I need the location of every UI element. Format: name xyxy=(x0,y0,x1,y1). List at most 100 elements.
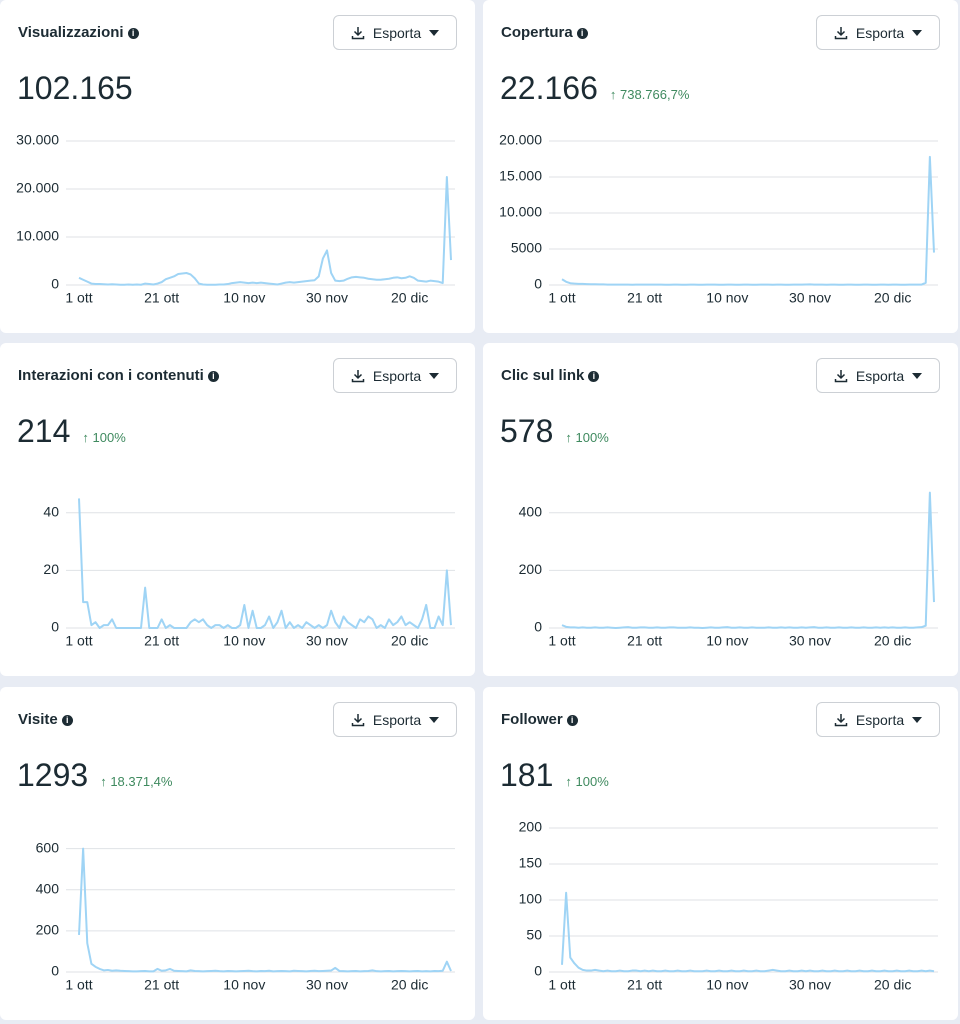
y-tick-label: 200 xyxy=(36,922,60,938)
change: ↑ 18.371,4% xyxy=(100,774,172,789)
change-arrow: ↑ xyxy=(609,87,620,102)
export-button[interactable]: Esporta xyxy=(816,358,940,393)
total-value: 214 xyxy=(17,413,71,449)
change: ↑ 100% xyxy=(565,774,608,789)
x-tick-label: 20 dic xyxy=(874,977,911,993)
y-tick-label: 10.000 xyxy=(499,204,542,220)
card-title: Clic sul link i xyxy=(501,367,600,384)
series-line xyxy=(78,847,452,973)
line-chart: 0 200 400 600 1 ott 21 ott 10 nov 30 nov 20 dic xyxy=(36,839,455,993)
x-tick-label: 20 dic xyxy=(874,290,911,306)
export-button[interactable]: Esporta xyxy=(333,358,457,393)
y-tick-label: 200 xyxy=(519,819,543,835)
x-tick-label: 30 nov xyxy=(306,977,348,993)
title-text: Visite xyxy=(18,711,58,728)
export-button[interactable]: Esporta xyxy=(333,15,457,50)
download-icon xyxy=(834,713,848,726)
x-tick-label: 10 nov xyxy=(706,977,748,993)
change-text: 738.766,7% xyxy=(620,87,690,102)
title-text: Clic sul link xyxy=(501,367,585,384)
x-tick-label: 21 ott xyxy=(144,977,179,993)
line-chart: 0 10.000 20.000 30.000 1 ott 21 ott 10 nov 30 n… xyxy=(16,132,455,306)
x-tick-label: 20 dic xyxy=(874,633,911,649)
card-title: Follower i xyxy=(501,711,578,728)
change: ↑ 100% xyxy=(565,430,608,445)
y-tick-label: 400 xyxy=(519,504,543,520)
series-line xyxy=(561,491,935,629)
caret-icon xyxy=(912,29,923,36)
card-title: Visite i xyxy=(18,711,73,728)
card-title: Interazioni con i contenuti i xyxy=(18,367,219,384)
caret-icon xyxy=(912,372,923,379)
export-label: Esporta xyxy=(855,367,905,384)
change: ↑ 738.766,7% xyxy=(610,87,690,102)
y-tick-label: 30.000 xyxy=(16,132,59,148)
y-tick-label: 50 xyxy=(526,927,542,943)
change-text: 100% xyxy=(575,430,609,445)
card-title: Copertura i xyxy=(501,24,588,41)
download-icon xyxy=(834,26,848,39)
y-tick-label: 0 xyxy=(51,963,59,979)
change-arrow: ↑ xyxy=(565,430,576,445)
x-tick-label: 30 nov xyxy=(306,290,348,306)
change-text: 100% xyxy=(92,430,126,445)
x-tick-label: 21 ott xyxy=(144,633,179,649)
caret-icon xyxy=(429,372,440,379)
y-tick-label: 10.000 xyxy=(16,228,59,244)
y-tick-label: 600 xyxy=(36,839,60,855)
download-icon xyxy=(351,713,365,726)
change: ↑ 100% xyxy=(82,430,125,445)
line-chart: 0 50 100 150 200 1 ott 21 ott 10 nov 30 nov 20 di… xyxy=(519,819,938,993)
card: Copertura i Esporta 22.166 ↑ 738.766,7% 0 5000… xyxy=(483,0,958,333)
x-tick-label: 10 nov xyxy=(223,977,265,993)
total-value: 578 xyxy=(500,413,554,449)
export-button[interactable]: Esporta xyxy=(816,702,940,737)
export-button[interactable]: Esporta xyxy=(816,15,940,50)
x-tick-label: 1 ott xyxy=(65,633,92,649)
y-tick-label: 40 xyxy=(43,504,59,520)
x-tick-label: 20 dic xyxy=(391,290,428,306)
y-tick-label: 100 xyxy=(519,891,543,907)
export-label: Esporta xyxy=(372,24,422,41)
x-tick-label: 21 ott xyxy=(627,290,662,306)
x-tick-label: 30 nov xyxy=(789,633,831,649)
export-label: Esporta xyxy=(855,711,905,728)
x-tick-label: 1 ott xyxy=(548,977,575,993)
download-icon xyxy=(834,369,848,382)
y-tick-label: 20.000 xyxy=(499,132,542,148)
x-tick-label: 30 nov xyxy=(306,633,348,649)
change-arrow: ↑ xyxy=(82,430,93,445)
y-tick-label: 20.000 xyxy=(16,180,59,196)
info-icon: i xyxy=(588,371,600,382)
total-value: 22.166 xyxy=(500,70,598,106)
card: Visite i Esporta 1293 ↑ 18.371,4% 0 200 400 600 1… xyxy=(0,687,475,1020)
caret-icon xyxy=(912,716,923,723)
total-value: 102.165 xyxy=(17,70,133,106)
x-tick-label: 10 nov xyxy=(223,633,265,649)
x-tick-label: 21 ott xyxy=(627,977,662,993)
line-chart: 0 20 40 1 ott 21 ott 10 nov 30 nov 20 dic xyxy=(43,498,455,649)
title-text: Follower xyxy=(501,711,563,728)
y-tick-label: 0 xyxy=(51,619,59,635)
y-tick-label: 0 xyxy=(534,963,542,979)
info-icon: i xyxy=(207,371,219,382)
card: Interazioni con i contenuti i Esporta 214 ↑ … xyxy=(0,343,475,676)
card: Follower i Esporta 181 ↑ 100% 0 50 100 150 200 1 o… xyxy=(483,687,958,1020)
export-button[interactable]: Esporta xyxy=(333,702,457,737)
y-tick-label: 150 xyxy=(519,855,543,871)
card: Clic sul link i Esporta 578 ↑ 100% 0 200 400 1 o… xyxy=(483,343,958,676)
download-icon xyxy=(351,369,365,382)
series-line xyxy=(78,176,452,286)
x-tick-label: 1 ott xyxy=(548,633,575,649)
x-tick-label: 20 dic xyxy=(391,977,428,993)
change-arrow: ↑ xyxy=(565,774,576,789)
x-tick-label: 10 nov xyxy=(223,290,265,306)
export-label: Esporta xyxy=(372,711,422,728)
x-tick-label: 10 nov xyxy=(706,290,748,306)
info-icon: i xyxy=(127,28,139,39)
info-icon: i xyxy=(566,715,578,726)
title-text: Interazioni con i contenuti xyxy=(18,367,204,384)
change-text: 100% xyxy=(575,774,609,789)
series-line xyxy=(561,155,935,286)
x-tick-label: 1 ott xyxy=(548,290,575,306)
